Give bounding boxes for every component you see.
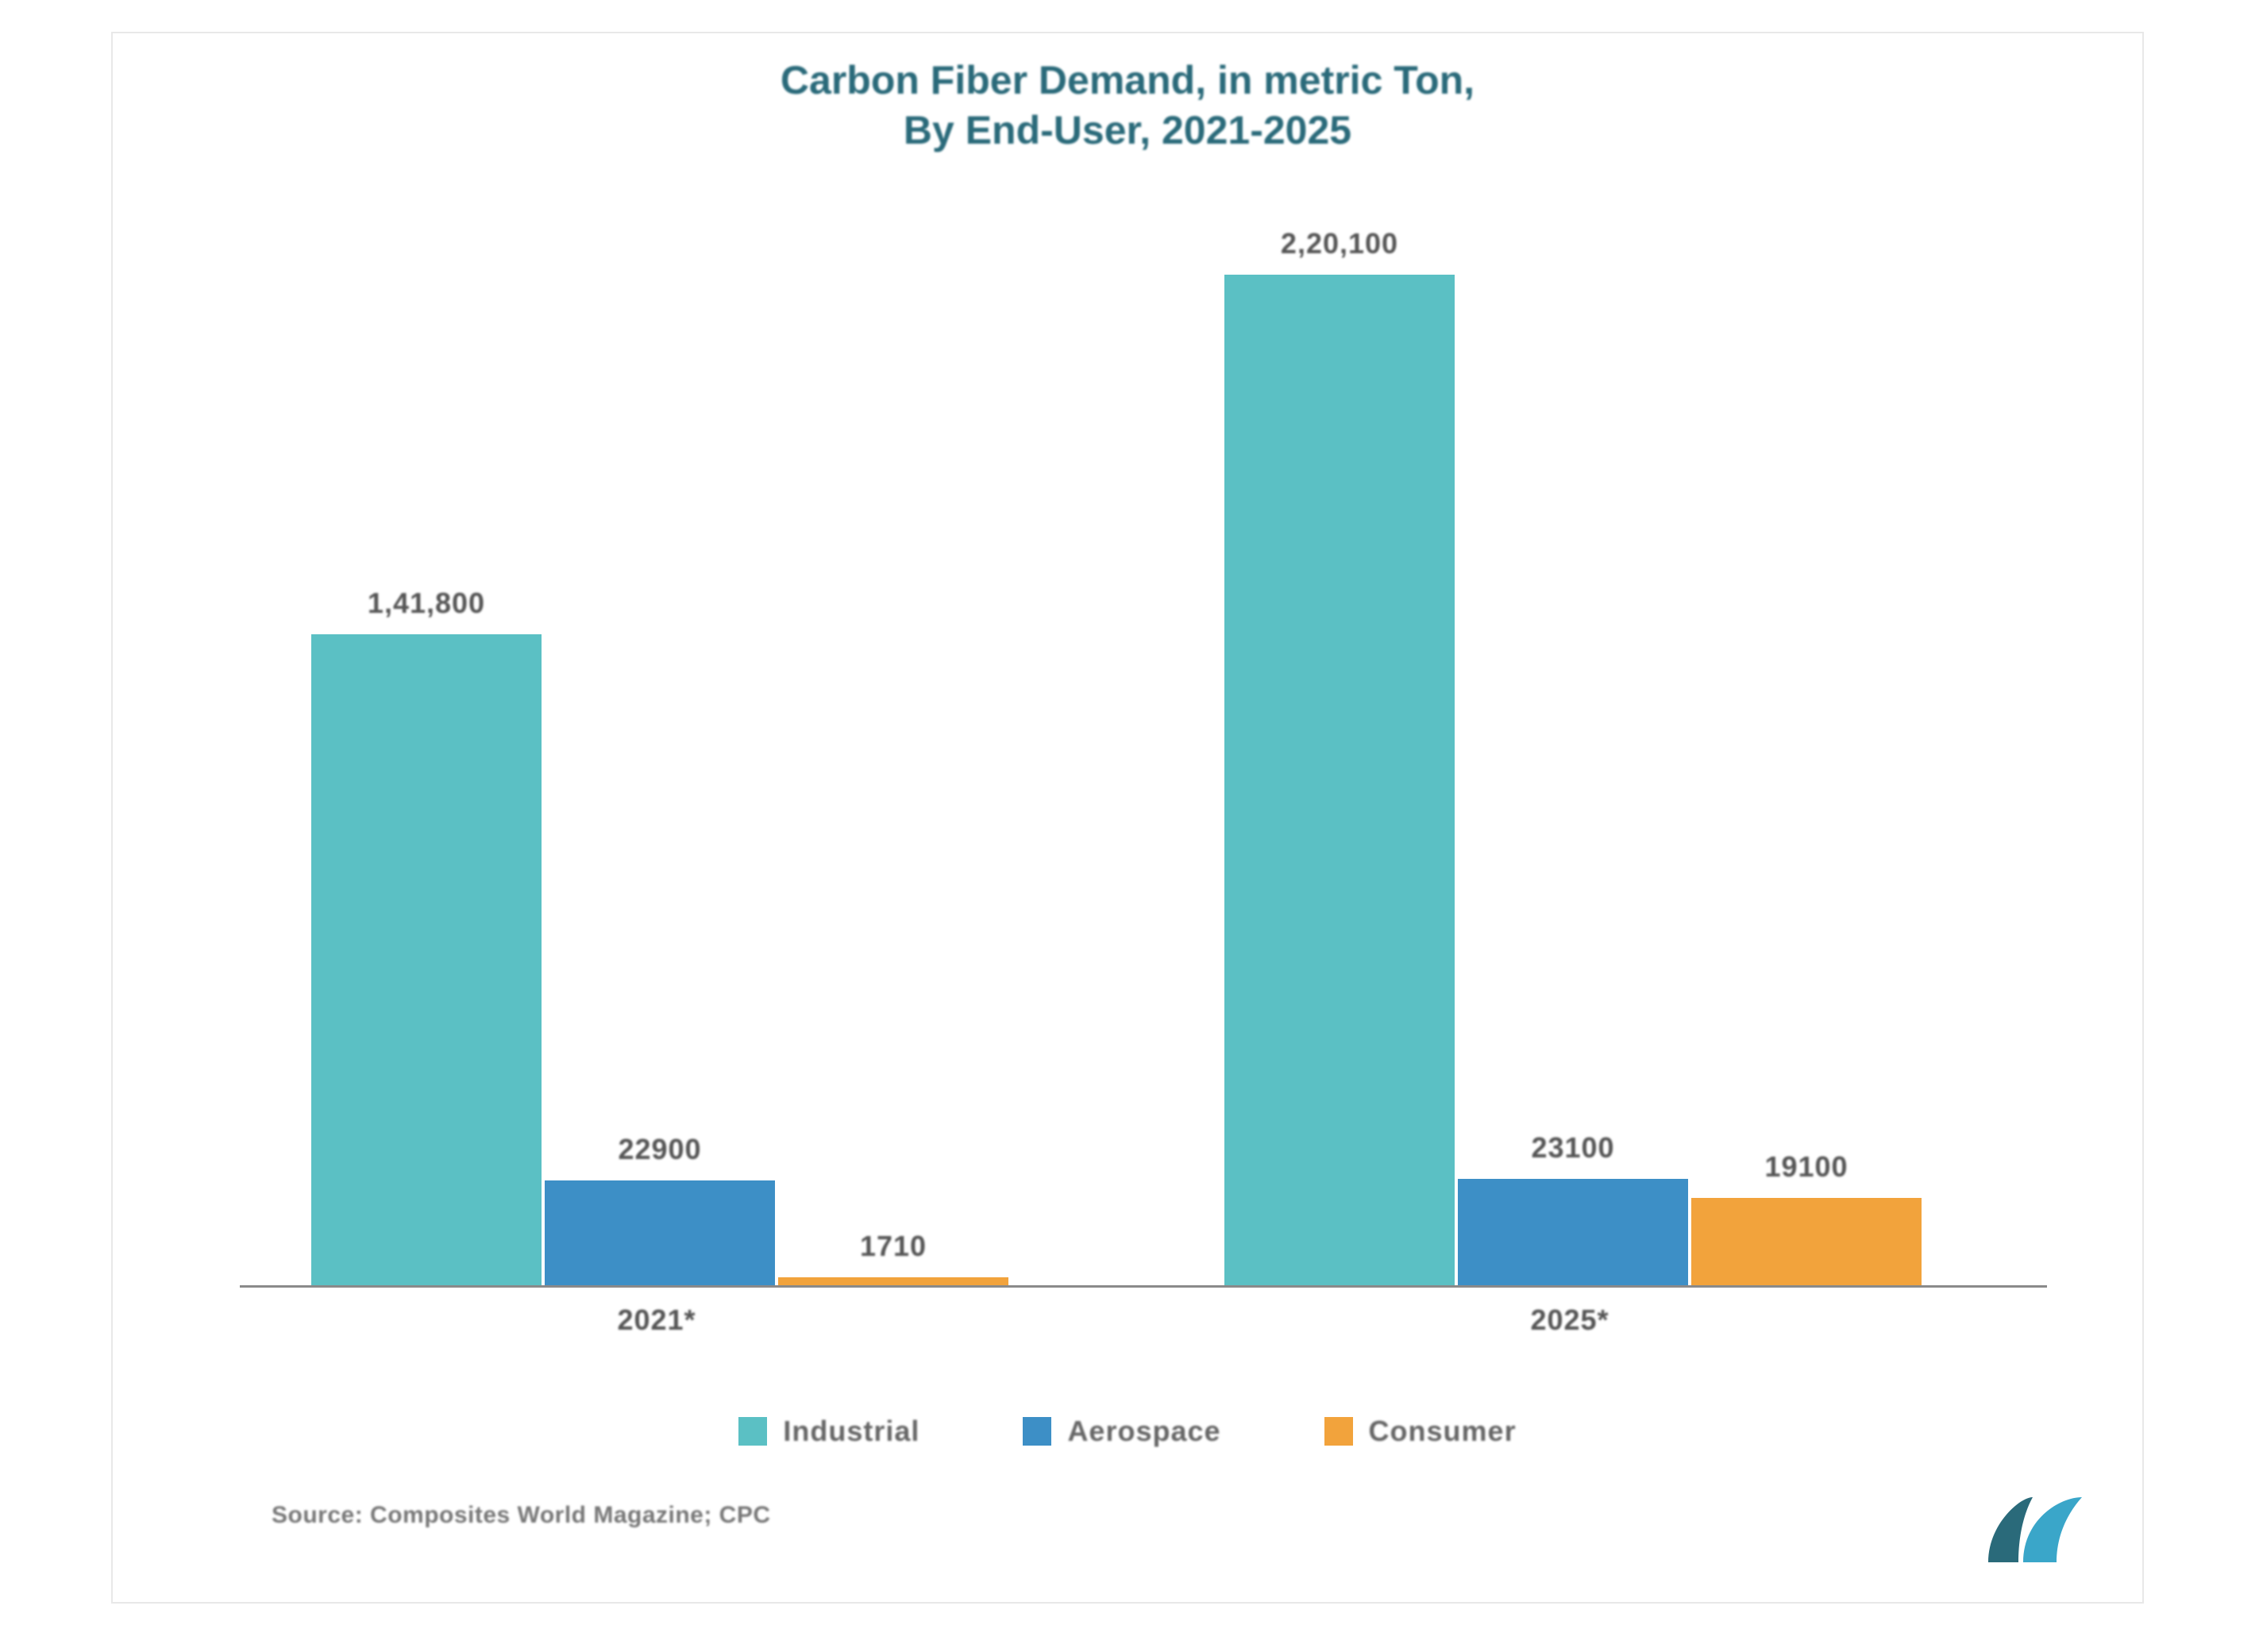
bar: 1710 xyxy=(778,1277,1008,1285)
brand-logo-icon xyxy=(1983,1494,2087,1565)
bar: 23100 xyxy=(1458,1179,1688,1285)
bar: 19100 xyxy=(1691,1198,1922,1285)
bar-value-label: 22900 xyxy=(618,1133,701,1180)
bar-value-label: 19100 xyxy=(1764,1150,1848,1198)
bar-value-label: 1,41,800 xyxy=(368,587,485,634)
x-axis-labels: 2021* 2025* xyxy=(240,1304,2047,1351)
chart-title-line2: By End-User, 2021-2025 xyxy=(113,106,2142,156)
bar-group: 2,20,1002310019100 xyxy=(1224,232,1922,1285)
legend-item: Consumer xyxy=(1324,1415,1517,1448)
legend: Industrial Aerospace Consumer xyxy=(113,1415,2142,1448)
legend-item: Industrial xyxy=(738,1415,919,1448)
bar-value-label: 23100 xyxy=(1531,1131,1614,1179)
bar-value-label: 1710 xyxy=(860,1230,927,1277)
x-axis-label: 2021* xyxy=(617,1304,696,1337)
legend-swatch-icon xyxy=(1023,1417,1051,1446)
x-axis-label: 2025* xyxy=(1530,1304,1609,1337)
legend-label: Industrial xyxy=(783,1415,919,1448)
source-note: Source: Composites World Magazine; CPC xyxy=(272,1502,771,1529)
bar: 1,41,800 xyxy=(311,634,542,1285)
legend-swatch-icon xyxy=(738,1417,767,1446)
bar-value-label: 2,20,100 xyxy=(1281,227,1398,275)
bar: 2,20,100 xyxy=(1224,275,1455,1285)
chart-title: Carbon Fiber Demand, in metric Ton, By E… xyxy=(113,33,2142,155)
bar: 22900 xyxy=(545,1180,775,1285)
legend-item: Aerospace xyxy=(1023,1415,1220,1448)
chart-title-line1: Carbon Fiber Demand, in metric Ton, xyxy=(113,56,2142,106)
plot-area: 1,41,8002290017102,20,1002310019100 xyxy=(240,232,2047,1288)
legend-label: Consumer xyxy=(1369,1415,1517,1448)
bar-group: 1,41,800229001710 xyxy=(311,232,1008,1285)
legend-swatch-icon xyxy=(1324,1417,1353,1446)
legend-label: Aerospace xyxy=(1067,1415,1220,1448)
chart-container: Carbon Fiber Demand, in metric Ton, By E… xyxy=(111,32,2144,1604)
